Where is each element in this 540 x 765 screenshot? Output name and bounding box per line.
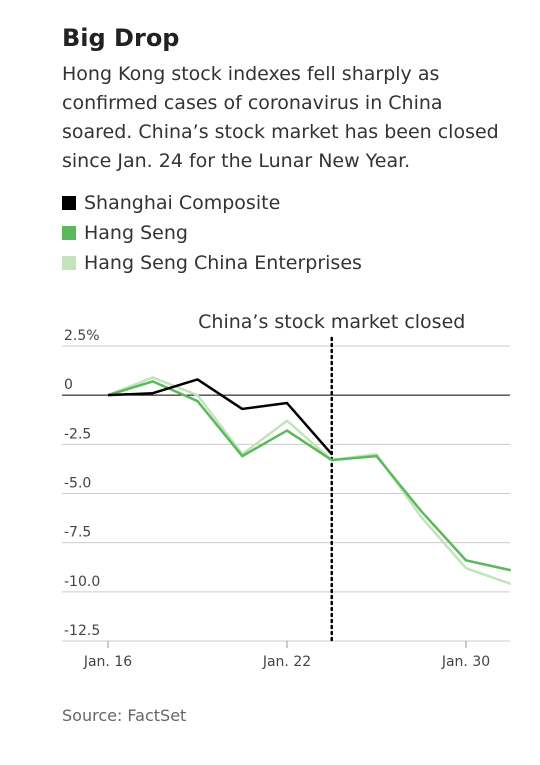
- legend-item: Shanghai Composite: [62, 188, 362, 218]
- legend-label: Hang Seng: [84, 222, 188, 244]
- legend-swatch: [62, 256, 76, 270]
- chart-title: Big Drop: [62, 24, 180, 52]
- legend-swatch: [62, 226, 76, 240]
- y-tick-label: -10.0: [64, 574, 100, 590]
- series-line: [107, 380, 512, 572]
- y-tick-label: -12.5: [64, 623, 100, 639]
- y-tick-label: 0: [64, 377, 73, 393]
- x-tick-label: Jan. 30: [441, 654, 490, 670]
- y-tick-label: -5.0: [64, 476, 91, 492]
- legend-swatch: [62, 196, 76, 210]
- legend-label: Hang Seng China Enterprises: [84, 252, 362, 274]
- annotation: China’s stock market closed: [198, 311, 465, 333]
- x-tick-label: Jan. 16: [83, 654, 132, 670]
- series-line: [107, 376, 512, 586]
- source: Source: FactSet: [62, 706, 187, 725]
- legend-label: Shanghai Composite: [84, 192, 281, 214]
- legend-item: Hang Seng China Enterprises: [62, 248, 362, 278]
- chart-subtitle: Hong Kong stock indexes fell sharply as …: [62, 63, 499, 172]
- chart: 2.5% 0 -2.5 -5.0 -7.5 -10.0 -12.5 Jan. 16 Jan. 2…: [62, 311, 512, 670]
- x-tick-label: Jan. 22: [262, 654, 311, 670]
- y-tick-label: -7.5: [64, 525, 91, 541]
- legend-item: Hang Seng: [62, 218, 362, 248]
- legend: Shanghai Composite Hang Seng Hang Seng Chi…: [62, 188, 362, 278]
- series-line: [107, 378, 333, 455]
- y-tick-label: -2.5: [64, 426, 91, 442]
- y-tick-label: 2.5%: [64, 328, 100, 344]
